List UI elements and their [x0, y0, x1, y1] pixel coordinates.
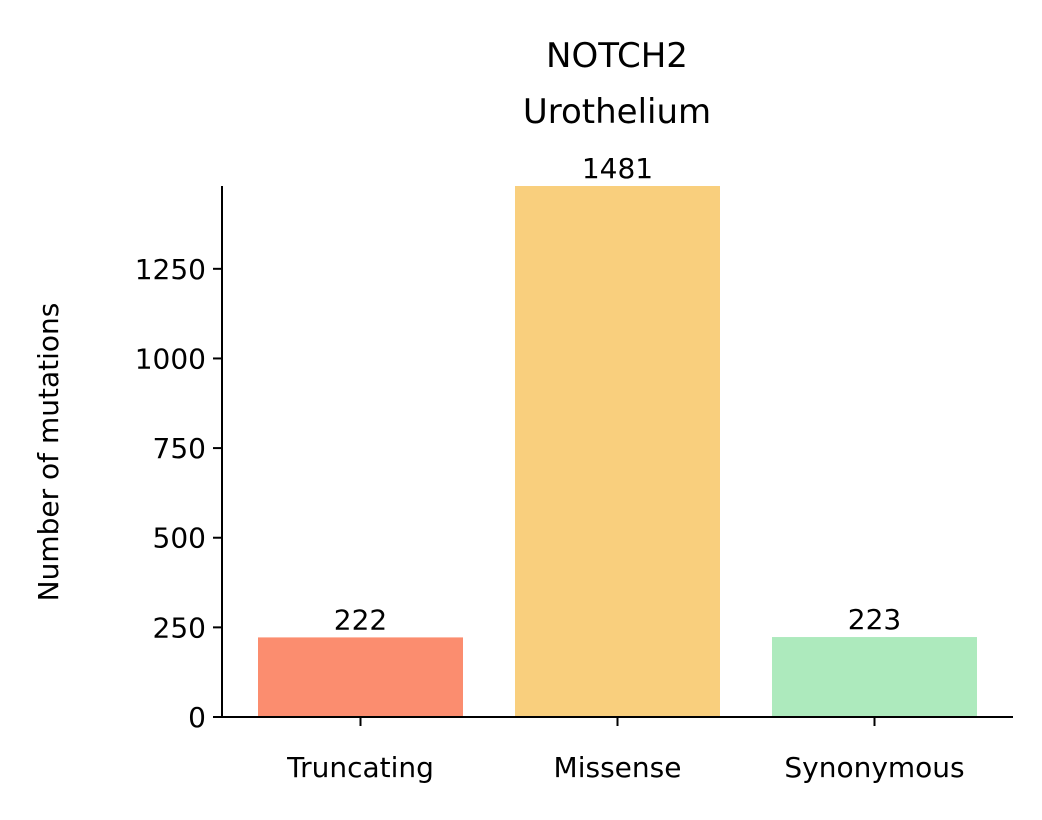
bar-synonymous	[772, 637, 977, 717]
bar-truncating	[258, 637, 463, 717]
y-tick-label: 750	[153, 432, 206, 465]
y-tick-label: 250	[153, 611, 206, 644]
x-tick-label: Missense	[554, 751, 682, 784]
chart-title-line-2: Urothelium	[523, 92, 711, 132]
x-tick-label: Truncating	[286, 751, 434, 784]
y-tick-label: 1000	[135, 342, 206, 375]
y-ticks-layer: 0 250 500 750 1000 1250	[135, 253, 222, 734]
y-axis-label: Number of mutations	[32, 303, 65, 602]
data-label-truncating: 222	[334, 603, 387, 636]
data-label-synonymous: 223	[848, 603, 901, 636]
y-tick-label: 1250	[135, 253, 206, 286]
x-ticks-layer: Truncating Missense Synonymous	[286, 717, 965, 784]
chart-title-line-1: NOTCH2	[546, 36, 688, 76]
bar-missense	[515, 186, 720, 717]
y-tick-label: 0	[188, 701, 206, 734]
y-tick-label: 500	[153, 522, 206, 555]
data-labels-layer: 222 1481 223	[334, 152, 901, 636]
bars-layer	[258, 186, 977, 717]
data-label-missense: 1481	[582, 152, 653, 185]
x-tick-label: Synonymous	[784, 751, 964, 784]
